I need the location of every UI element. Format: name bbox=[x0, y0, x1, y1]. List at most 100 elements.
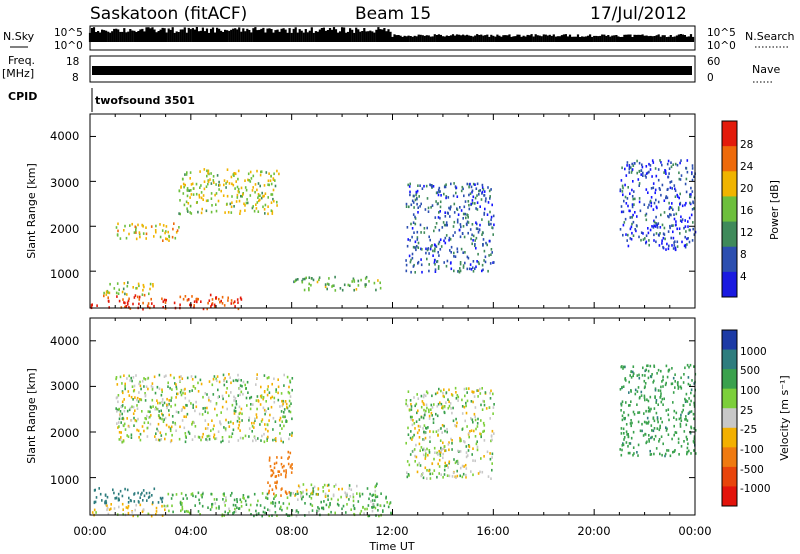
range-cell bbox=[417, 397, 420, 400]
range-cell bbox=[622, 186, 624, 190]
range-cell bbox=[358, 492, 361, 496]
range-cell bbox=[693, 365, 695, 368]
range-cell bbox=[406, 244, 409, 248]
range-cell bbox=[411, 415, 413, 419]
range-cell bbox=[447, 406, 450, 410]
range-cell bbox=[441, 448, 443, 451]
range-cell bbox=[483, 403, 486, 407]
range-cell bbox=[256, 407, 258, 411]
range-cell bbox=[132, 412, 135, 415]
range-cell bbox=[412, 419, 414, 422]
range-cell bbox=[688, 411, 690, 415]
range-cell bbox=[450, 251, 452, 254]
range-cell bbox=[625, 379, 627, 382]
range-cell bbox=[241, 195, 243, 198]
range-cell bbox=[207, 171, 209, 175]
range-cell bbox=[146, 426, 149, 430]
range-cell bbox=[338, 487, 340, 491]
range-cell bbox=[414, 198, 417, 202]
range-cell bbox=[373, 505, 375, 508]
range-cell bbox=[287, 514, 289, 517]
range-cell bbox=[186, 497, 188, 500]
range-cell bbox=[138, 391, 140, 394]
range-cell bbox=[493, 432, 495, 435]
range-cell bbox=[93, 508, 96, 512]
range-cell bbox=[133, 416, 135, 420]
range-cell bbox=[261, 514, 263, 518]
range-cell bbox=[465, 387, 468, 390]
range-cell bbox=[474, 406, 477, 409]
range-cell bbox=[172, 421, 174, 424]
range-cell bbox=[337, 498, 339, 502]
range-cell bbox=[282, 502, 285, 505]
range-cell bbox=[456, 218, 459, 222]
range-cell bbox=[192, 385, 195, 388]
range-cell bbox=[445, 196, 447, 200]
range-cell bbox=[247, 178, 249, 182]
range-cell bbox=[663, 397, 665, 401]
range-cell bbox=[450, 407, 452, 410]
range-cell bbox=[689, 195, 691, 198]
range-cell bbox=[125, 236, 128, 240]
range-cell bbox=[636, 390, 639, 393]
range-cell bbox=[257, 210, 260, 213]
range-cell bbox=[233, 412, 236, 415]
colorbar-swatch bbox=[722, 349, 737, 370]
range-cell bbox=[646, 364, 648, 368]
range-cell bbox=[688, 228, 691, 232]
range-cell bbox=[644, 237, 646, 240]
range-cell bbox=[472, 420, 474, 424]
range-cell bbox=[465, 467, 468, 470]
range-cell bbox=[233, 300, 236, 303]
range-cell bbox=[219, 300, 221, 304]
range-cell bbox=[265, 410, 267, 413]
range-cell bbox=[208, 299, 211, 302]
range-cell bbox=[363, 512, 365, 515]
colorbar-swatch bbox=[722, 121, 737, 147]
range-cell bbox=[228, 435, 231, 439]
range-cell bbox=[414, 240, 417, 244]
range-cell bbox=[623, 438, 625, 441]
range-cell bbox=[178, 226, 180, 229]
range-cell bbox=[420, 474, 422, 478]
range-cell bbox=[455, 417, 457, 421]
range-cell bbox=[149, 282, 152, 286]
range-cell bbox=[622, 427, 625, 431]
range-cell bbox=[255, 509, 257, 513]
range-cell bbox=[215, 506, 218, 510]
range-cell bbox=[466, 399, 469, 403]
range-cell bbox=[452, 406, 454, 410]
range-cell bbox=[680, 215, 682, 219]
range-cell bbox=[183, 185, 185, 189]
range-cell bbox=[482, 188, 485, 191]
range-cell bbox=[644, 433, 647, 436]
range-cell bbox=[680, 220, 683, 223]
range-cell bbox=[386, 501, 388, 504]
range-cell bbox=[222, 397, 224, 401]
range-cell bbox=[260, 439, 262, 442]
range-cell bbox=[129, 379, 131, 382]
range-cell bbox=[683, 373, 685, 376]
range-cell bbox=[414, 404, 416, 408]
range-cell bbox=[240, 390, 243, 394]
range-cell bbox=[420, 263, 423, 267]
range-cell bbox=[123, 422, 126, 426]
range-cell bbox=[211, 505, 213, 509]
range-cell bbox=[693, 394, 695, 398]
range-cell bbox=[446, 223, 448, 227]
range-cell bbox=[129, 224, 131, 227]
range-cell bbox=[165, 298, 167, 302]
xtick-2400: 00:00 bbox=[678, 524, 711, 538]
range-cell bbox=[453, 251, 455, 255]
range-cell bbox=[662, 442, 664, 446]
range-cell bbox=[116, 383, 119, 386]
range-cell bbox=[670, 206, 673, 210]
range-cell bbox=[197, 381, 199, 385]
range-cell bbox=[444, 185, 447, 189]
range-cell bbox=[235, 180, 237, 183]
range-cell bbox=[623, 432, 625, 435]
range-cell bbox=[123, 409, 126, 413]
range-cell bbox=[189, 196, 191, 199]
range-cell bbox=[278, 418, 281, 422]
range-cell bbox=[226, 180, 229, 183]
